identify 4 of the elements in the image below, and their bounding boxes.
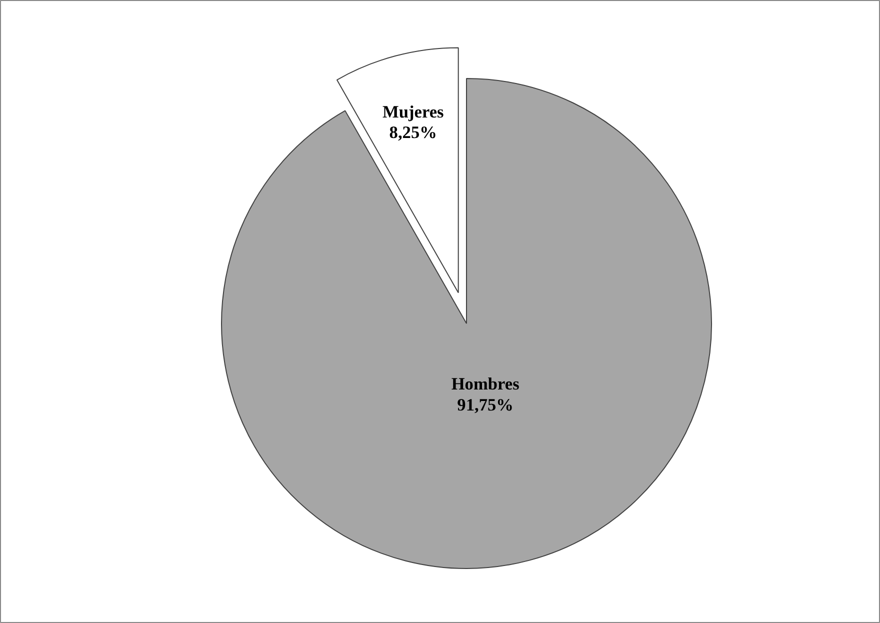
data-label: 8,25% bbox=[389, 123, 437, 142]
slice-label: Hombres bbox=[451, 374, 520, 394]
slice-label: Mujeres bbox=[382, 102, 444, 122]
data-label: 91,75% bbox=[457, 395, 514, 414]
